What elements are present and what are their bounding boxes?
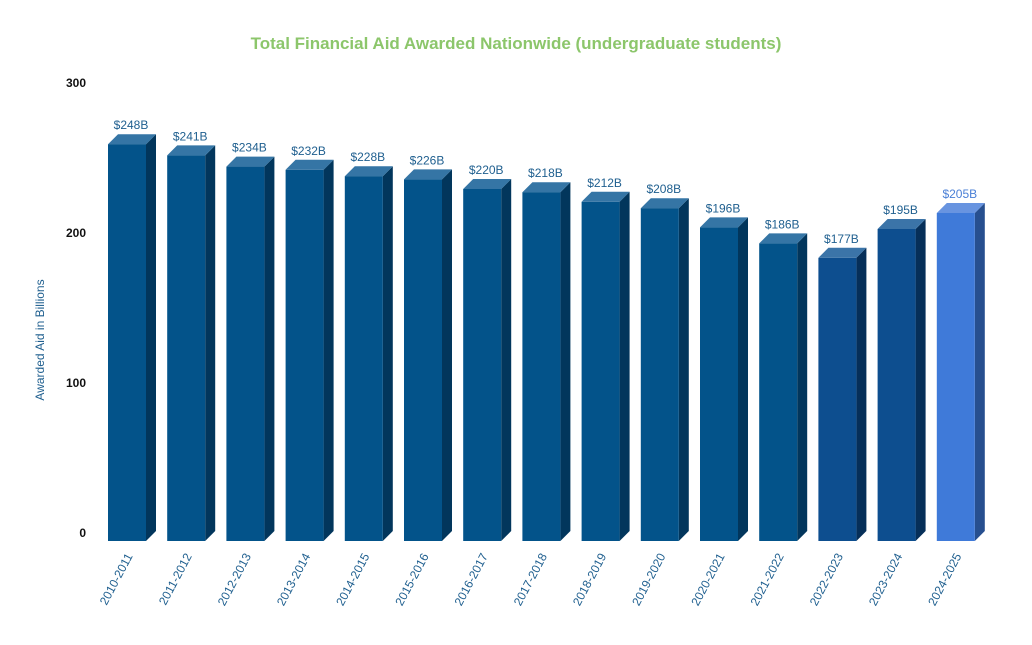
- bar-top: [759, 233, 808, 244]
- bar-side: [146, 134, 156, 541]
- bar-top: [818, 247, 867, 258]
- bar-top: [640, 198, 689, 209]
- x-tick-label: 2014-2015: [333, 551, 372, 609]
- bar-top: [877, 219, 926, 229]
- bar: $228B: [344, 150, 393, 541]
- data-label: $205B: [942, 187, 977, 201]
- bar-front: [818, 257, 857, 541]
- bar-front: [936, 213, 975, 541]
- bar-top: [700, 217, 748, 228]
- bar: $234B: [226, 141, 275, 541]
- bar: $248B: [108, 118, 156, 541]
- data-label: $220B: [469, 163, 504, 177]
- y-tick-label: 100: [66, 376, 86, 390]
- bar-top: [108, 134, 156, 145]
- x-tick-label: 2015-2016: [392, 551, 431, 609]
- y-tick-label: 300: [66, 76, 86, 90]
- data-label: $212B: [587, 176, 622, 190]
- data-label: $177B: [824, 232, 859, 246]
- bar: $218B: [522, 166, 571, 541]
- bar-side: [678, 198, 689, 541]
- bar-side: [323, 159, 334, 542]
- data-label: $195B: [883, 203, 918, 217]
- bar-front: [522, 192, 561, 541]
- bar-side: [974, 203, 985, 541]
- bar-front: [877, 229, 916, 541]
- x-tick-label: 2012-2013: [215, 551, 254, 609]
- bar-top: [226, 156, 275, 167]
- bar-side: [738, 217, 748, 541]
- x-tick-label: 2022-2023: [807, 551, 846, 609]
- data-label: $241B: [173, 129, 208, 143]
- data-label: $186B: [765, 217, 800, 231]
- bar: $177B: [818, 232, 867, 542]
- bar: $186B: [759, 217, 808, 541]
- bar-front: [759, 243, 798, 541]
- bar-front: [226, 166, 265, 541]
- bar-front: [167, 155, 206, 541]
- bar: $208B: [640, 182, 689, 541]
- data-label: $234B: [232, 141, 267, 155]
- bar-side: [442, 169, 452, 541]
- bar-top: [285, 159, 334, 170]
- bar-side: [619, 191, 630, 542]
- x-tick-label: 2016-2017: [452, 551, 491, 609]
- bar: $220B: [463, 163, 512, 541]
- bar: $205B: [936, 187, 985, 541]
- data-label: $226B: [410, 153, 445, 167]
- bar-side: [915, 219, 926, 541]
- bar-front: [404, 179, 442, 541]
- bar-front: [463, 189, 502, 541]
- x-tick-label: 2017-2018: [511, 551, 550, 609]
- y-axis-label: Awarded Aid in Billions: [33, 279, 47, 400]
- bar-top: [404, 169, 452, 180]
- bar-front: [108, 144, 146, 541]
- bar-side: [797, 233, 808, 541]
- bar-top: [167, 145, 216, 156]
- bar-top: [581, 191, 630, 202]
- chart-title: Total Financial Aid Awarded Nationwide (…: [251, 34, 782, 53]
- bar-front: [344, 176, 383, 541]
- bar: $226B: [404, 153, 452, 541]
- bar-side: [205, 145, 216, 541]
- bar-front: [640, 208, 679, 541]
- x-tick-label: 2024-2025: [925, 551, 964, 609]
- bar-side: [560, 182, 571, 541]
- x-tick-label: 2019-2020: [629, 551, 668, 609]
- bar-top: [344, 166, 393, 177]
- y-tick-label: 0: [79, 526, 86, 540]
- bar-top: [522, 182, 571, 193]
- bar-top: [936, 203, 985, 213]
- bar: $212B: [581, 176, 630, 542]
- bar-front: [700, 227, 738, 541]
- data-label: $196B: [706, 201, 741, 215]
- bar: $195B: [877, 203, 926, 541]
- x-tick-label: 2010-2011: [97, 551, 136, 608]
- x-tick-label: 2023-2024: [866, 551, 905, 609]
- bar: $241B: [167, 129, 216, 541]
- x-tick-label: 2011-2012: [156, 551, 195, 608]
- x-tick-label: 2018-2019: [570, 551, 609, 609]
- bar-side: [501, 179, 512, 541]
- bar-front: [581, 201, 620, 542]
- data-label: $248B: [114, 118, 149, 132]
- x-tick-label: 2020-2021: [688, 551, 727, 609]
- bar-top: [463, 179, 512, 189]
- data-label: $208B: [646, 182, 681, 196]
- bar: $196B: [700, 201, 748, 541]
- y-tick-label: 200: [66, 226, 86, 240]
- data-label: $232B: [291, 144, 326, 158]
- bar-side: [856, 247, 867, 542]
- x-tick-label: 2021-2022: [748, 551, 787, 609]
- data-label: $218B: [528, 166, 563, 180]
- bar-front: [285, 169, 324, 542]
- data-label: $228B: [350, 150, 385, 164]
- bar: $232B: [285, 144, 334, 542]
- x-tick-label: 2013-2014: [274, 551, 313, 609]
- bar-side: [264, 156, 275, 541]
- bar-side: [382, 166, 393, 541]
